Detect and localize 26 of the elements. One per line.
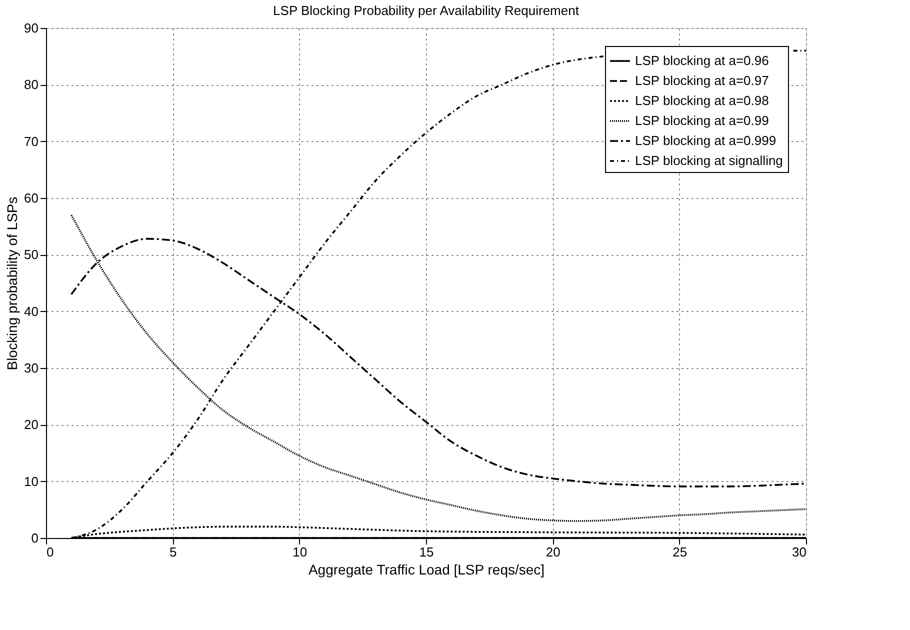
y-tick-label: 50: [24, 247, 38, 262]
y-axis-title: Blocking probability of LSPs: [4, 196, 20, 370]
legend-label: LSP blocking at a=0.98: [635, 93, 769, 108]
y-tick-label: 30: [24, 360, 38, 376]
legend-label: LSP blocking at a=0.999: [635, 133, 776, 148]
x-axis-title: Aggregate Traffic Load [LSP reqs/sec]: [308, 562, 545, 578]
y-tick-label: 10: [24, 474, 38, 489]
y-tick-label: 20: [24, 417, 38, 432]
x-tick-label: 25: [672, 544, 688, 560]
y-tick-label: 40: [24, 304, 38, 319]
y-tick-label: 70: [24, 134, 38, 149]
legend-label: LSP blocking at a=0.99: [635, 113, 769, 128]
x-tick-label: 0: [46, 544, 54, 560]
x-tick-label: 20: [546, 544, 560, 560]
legend-label: LSP blocking at signalling: [635, 153, 783, 168]
x-tick-label: 5: [170, 544, 177, 560]
y-tick-label: 0: [31, 530, 38, 546]
y-tick-label: 60: [24, 190, 38, 206]
chart-title: LSP Blocking Probability per Availability Requirement: [273, 3, 580, 18]
y-tick-label: 90: [24, 20, 38, 36]
x-tick-label: 10: [292, 544, 308, 560]
y-tick-label: 80: [24, 77, 38, 92]
legend-label: LSP blocking at a=0.97: [635, 73, 769, 88]
x-tick-label: 15: [419, 544, 434, 560]
legend-label: LSP blocking at a=0.96: [635, 53, 769, 68]
x-tick-label: 30: [792, 544, 806, 560]
